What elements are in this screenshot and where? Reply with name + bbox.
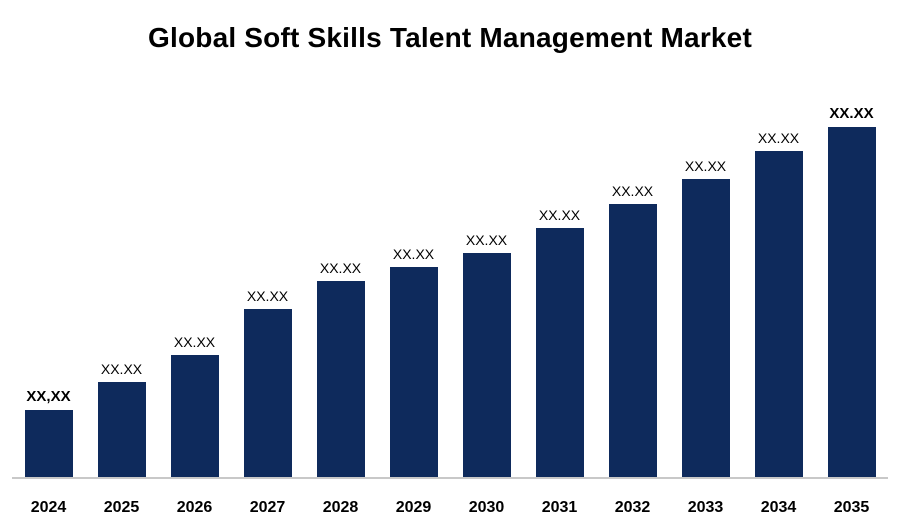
bar-value-label: XX.XX [100, 361, 143, 377]
bar-column: XX.XX [596, 88, 669, 479]
bar-column: XX.XX [450, 88, 523, 479]
bar-value-label: XX.XX [829, 105, 874, 122]
bar [535, 228, 584, 477]
bar [243, 309, 292, 477]
bar-column: XX.XX [231, 88, 304, 479]
bar-column: XX.XX [669, 88, 742, 479]
x-axis-tick-label: 2034 [760, 499, 797, 516]
bar-column: XX.XX [304, 88, 377, 479]
bar-value-label: XX,XX [26, 388, 71, 405]
bar [681, 179, 730, 477]
x-axis-labels: 2024 2025 2026 2027 2028 2029 2030 2031 2032 2033… [12, 499, 888, 517]
bar [97, 382, 146, 477]
bar-value-label: XX.XX [757, 130, 800, 146]
bar-column: XX,XX [12, 88, 85, 479]
x-axis-tick-label: 2026 [176, 499, 213, 516]
bar-value-label: XX.XX [611, 183, 654, 199]
x-axis-tick-label: 2030 [468, 499, 505, 516]
bar [827, 127, 876, 477]
bar-column: XX.XX [523, 88, 596, 479]
x-axis-tick-label: 2029 [395, 499, 432, 516]
x-axis-tick-label: 2031 [541, 499, 578, 516]
bar-value-label: XX.XX [465, 232, 508, 248]
chart-title: Global Soft Skills Talent Management Mar… [148, 22, 752, 53]
bar [754, 151, 803, 477]
bar-column: XX.XX [377, 88, 450, 479]
x-axis-tick-label: 2024 [30, 499, 67, 516]
x-axis-tick-label: 2035 [833, 499, 870, 516]
bar-chart-plot-area: XX,XX XX.XX XX.XX XX.XX XX.XX XX.XX XX.XX XX.XX… [12, 88, 888, 479]
bar-value-label: XX.XX [684, 158, 727, 174]
bar-column: XX.XX [742, 88, 815, 479]
bar-value-label: XX.XX [392, 246, 435, 262]
x-axis-tick-label: 2032 [614, 499, 651, 516]
bar-column: XX.XX [85, 88, 158, 479]
bar [462, 253, 511, 477]
bar-value-label: XX.XX [319, 260, 362, 276]
bar-column: XX.XX [815, 88, 888, 479]
bar [389, 267, 438, 477]
bar-value-label: XX.XX [538, 207, 581, 223]
x-axis-tick-label: 2025 [103, 499, 140, 516]
x-axis-tick-label: 2028 [322, 499, 359, 516]
x-axis-tick-label: 2033 [687, 499, 724, 516]
bar-value-label: XX.XX [173, 334, 216, 350]
bar [170, 355, 219, 477]
bar [24, 410, 73, 477]
bar-column: XX.XX [158, 88, 231, 479]
x-axis-tick-label: 2027 [249, 499, 286, 516]
bar-value-label: XX.XX [246, 288, 289, 304]
bar [608, 204, 657, 477]
bar [316, 281, 365, 477]
